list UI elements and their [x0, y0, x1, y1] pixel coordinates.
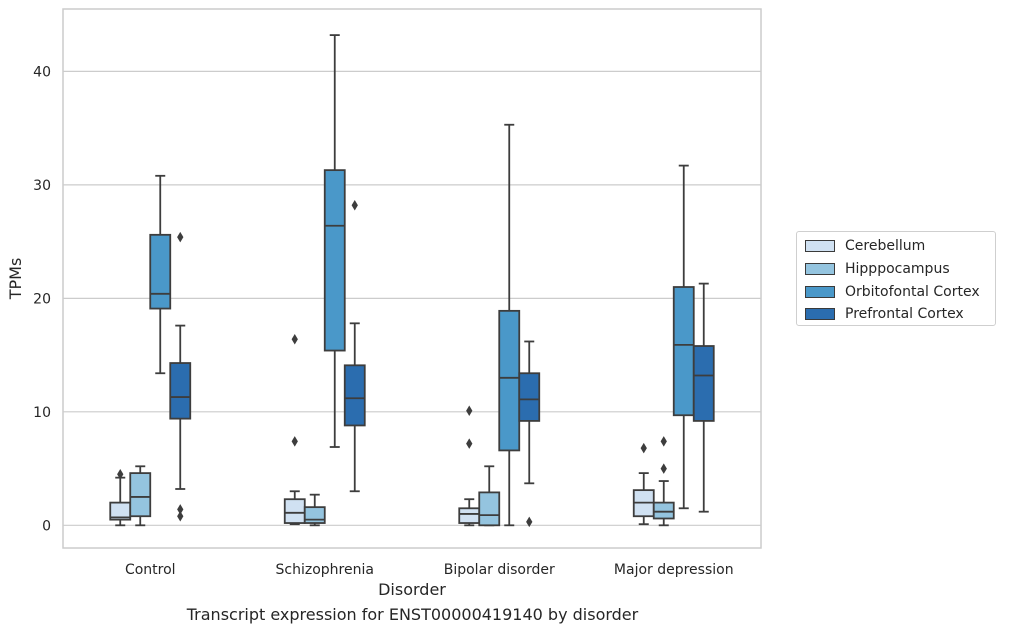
box-prefrontal-cortex [518, 340, 541, 528]
legend: Cerebellum Hipppocampus Orbitofontal Corte… [796, 231, 996, 326]
box-body [652, 501, 675, 520]
box-body [692, 345, 715, 422]
outlier-point [117, 468, 124, 480]
box-hipppocampus [478, 465, 501, 527]
legend-swatch [805, 285, 835, 298]
y-tick-label: 0 [42, 518, 51, 534]
y-tick-label: 20 [33, 291, 51, 307]
legend-swatch [805, 263, 835, 276]
box-body [149, 233, 172, 310]
box-hipppocampus [129, 465, 152, 527]
outlier-point [640, 442, 647, 454]
outlier-point [660, 463, 667, 474]
outlier-point [291, 333, 298, 345]
box-layer [109, 34, 715, 528]
x-axis-label: Disorder [378, 580, 446, 599]
legend-label: Orbitofontal Cortex [845, 283, 980, 300]
box-body [498, 309, 521, 452]
y-tick-label: 30 [33, 178, 51, 194]
box-prefrontal-cortex [692, 282, 715, 513]
y-axis-label: TPMs [6, 258, 25, 301]
box-hipppocampus [652, 436, 675, 527]
box-body [518, 372, 541, 422]
box-body [303, 506, 326, 524]
outlier-point [466, 438, 473, 449]
outlier-point [291, 436, 298, 447]
box-cerebellum [109, 468, 132, 527]
box-body [343, 364, 366, 427]
legend-swatch [805, 308, 835, 321]
legend-label: Prefrontal Cortex [845, 306, 964, 323]
legend-item: Cerebellum [805, 235, 995, 258]
box-body [129, 472, 152, 518]
box-cerebellum [283, 333, 306, 526]
box-prefrontal-cortex [169, 231, 192, 522]
box-body [169, 362, 192, 420]
outlier-point [466, 405, 473, 416]
outlier-point [351, 200, 358, 211]
box-hipppocampus [303, 493, 326, 527]
legend-label: Cerebellum [845, 238, 926, 255]
box-body [672, 286, 695, 417]
box-body [323, 169, 346, 352]
legend-label: Hipppocampus [845, 261, 950, 278]
box-orbitofontal-cortex [672, 164, 695, 510]
box-cerebellum [458, 405, 481, 527]
box-body [478, 491, 501, 527]
x-tick-label: Control [125, 562, 176, 578]
tick-layer: 0 10 20 30 40 Control Schizophrenia Bipolar dis… [33, 64, 733, 578]
y-tick-label: 40 [33, 64, 51, 80]
box-prefrontal-cortex [343, 200, 366, 493]
box-orbitofontal-cortex [323, 34, 346, 448]
x-tick-label: Bipolar disorder [444, 562, 555, 578]
y-tick-label: 10 [33, 405, 51, 421]
chart-caption: Transcript expression for ENST0000041914… [186, 605, 639, 624]
outlier-point [660, 436, 667, 447]
plot-frame [62, 8, 762, 549]
legend-item: Orbitofontal Cortex [805, 280, 995, 303]
x-tick-label: Schizophrenia [276, 562, 374, 578]
box-body [458, 507, 481, 524]
outlier-point [177, 231, 184, 243]
outlier-point [177, 510, 184, 522]
legend-swatch [805, 240, 835, 253]
outlier-point [177, 504, 184, 515]
legend-item: Prefrontal Cortex [805, 303, 995, 326]
x-tick-label: Major depression [614, 562, 734, 578]
box-body [283, 498, 306, 524]
legend-item: Hipppocampus [805, 258, 995, 281]
outlier-point [526, 516, 533, 528]
box-orbitofontal-cortex [149, 174, 172, 375]
box-cerebellum [632, 442, 655, 526]
